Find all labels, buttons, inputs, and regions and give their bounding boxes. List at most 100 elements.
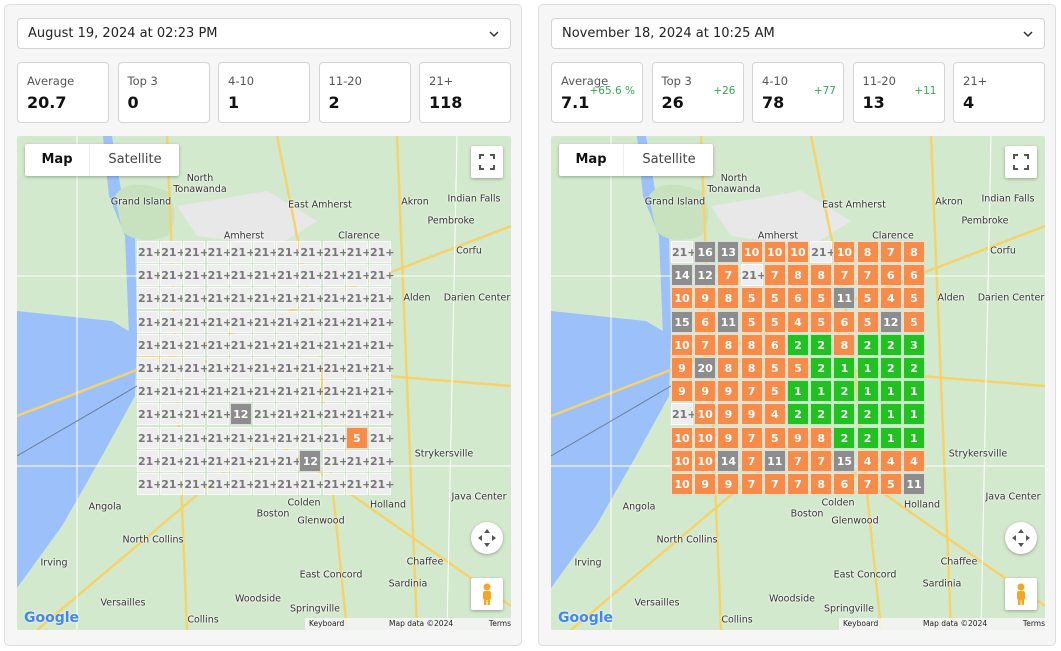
place-label: Irving [574, 557, 602, 569]
place-label: Springville [289, 603, 341, 615]
rank-cell: 5 [903, 310, 925, 333]
rank-cell: 4 [787, 310, 809, 333]
footer-link[interactable]: Terms [488, 619, 511, 628]
place-label: Pembroke [961, 215, 1009, 227]
stat-value: 1 [228, 93, 240, 112]
rank-cell: 1 [903, 403, 925, 426]
satellite-button[interactable]: Satellite [89, 144, 180, 176]
rank-cell: 21+ [369, 380, 395, 403]
pegman[interactable] [1005, 578, 1037, 610]
rank-cell: 8 [740, 357, 763, 379]
rank-cell: 21+ [160, 287, 186, 310]
fullscreen-button[interactable] [471, 146, 503, 178]
place-label: North Collins [656, 534, 718, 546]
rank-cell: 21+ [299, 333, 325, 356]
place-label: Darien Center [443, 292, 511, 304]
stat-value: 78 [762, 93, 785, 112]
rank-cell: 2 [833, 426, 856, 449]
rank-cell: 21+ [183, 449, 209, 472]
rank-cell: 1 [833, 357, 856, 379]
rank-cell: 21+ [299, 380, 325, 403]
fullscreen-button[interactable] [1005, 146, 1037, 178]
footer-link[interactable]: Terms [1022, 619, 1045, 628]
rank-cell: 14 [671, 264, 693, 287]
rank-cell: 10 [740, 241, 763, 263]
map-button[interactable]: Map [41, 152, 73, 167]
rank-cell: 2 [879, 333, 902, 356]
footer-link: Map data ©2024 Google [923, 619, 988, 628]
place-label: Boston [790, 508, 824, 520]
fullscreen-icon [479, 154, 495, 170]
rank-cell: 21+ [253, 333, 279, 356]
camera-control[interactable] [1005, 522, 1037, 554]
rank-cell: 7 [740, 380, 763, 403]
rank-cell: 6 [833, 310, 856, 333]
rank-cell: 21+ [369, 426, 395, 449]
place-label: Collins [187, 614, 219, 626]
rank-cell: 21+ [276, 357, 302, 379]
stat-value: 26 [661, 93, 684, 112]
place-label: Strykersville [948, 448, 1008, 460]
stat-card: 11-20 2 [318, 62, 411, 123]
rank-cell: 10 [833, 241, 856, 263]
rank-cell: 10 [671, 473, 693, 495]
place-label: Akron [935, 196, 963, 208]
footer-link[interactable]: Keyboard shortcuts [843, 619, 879, 628]
camera-control[interactable] [471, 522, 503, 554]
rank-cell: 21+ [276, 380, 302, 403]
rank-cell: 6 [833, 473, 856, 495]
stat-card: 11-20 13 +11 [852, 62, 945, 123]
rank-cell: 21+ [137, 241, 163, 263]
satellite-button[interactable]: Satellite [623, 144, 714, 176]
rank-cell: 21+ [322, 357, 348, 379]
place-label: North Tonawanda [173, 173, 227, 195]
rank-cell: 21+ [345, 380, 371, 403]
footer-link[interactable]: Keyboard shortcuts [309, 619, 345, 628]
rank-cell: 12 [879, 310, 902, 333]
stat-delta: +26 [713, 85, 736, 97]
rank-cell: 7 [856, 264, 879, 287]
place-label: North Tonawanda [707, 173, 761, 195]
rank-cell: 1 [903, 380, 925, 403]
rank-cell: 21+ [229, 310, 255, 333]
rank-cell: 8 [856, 241, 879, 263]
rank-cell: 8 [740, 333, 763, 356]
rank-cell: 21+ [137, 264, 163, 287]
place-label: Angola [88, 501, 122, 513]
rank-cell: 21+ [160, 310, 186, 333]
rank-cell: 16 [694, 241, 717, 263]
rank-cell: 1 [903, 426, 925, 449]
rank-cell: 21+ [345, 264, 371, 287]
rank-cell: 21+ [276, 473, 302, 495]
stat-card: 4-10 1 [218, 62, 310, 123]
rank-cell: 9 [717, 473, 740, 495]
pegman[interactable] [471, 578, 503, 610]
rank-cell: 10 [694, 403, 717, 426]
place-label: Chaffee [406, 556, 444, 568]
rank-cell: 21+ [322, 473, 348, 495]
rank-cell: 21+ [671, 403, 697, 426]
rank-cell: 21+ [299, 403, 325, 426]
stat-label: Top 3 [661, 74, 692, 88]
rank-cell: 6 [903, 264, 925, 287]
date-select[interactable]: August 19, 2024 at 02:23 PM [17, 18, 511, 49]
stat-value: 118 [429, 93, 463, 112]
rank-cell: 2 [810, 403, 833, 426]
rank-cell: 9 [694, 287, 717, 310]
stat-label: 4-10 [762, 74, 789, 88]
fullscreen-icon [1013, 154, 1029, 170]
rank-cell: 21+ [369, 287, 395, 310]
rank-cell: 21+ [160, 473, 186, 495]
date-select[interactable]: November 18, 2024 at 10:25 AM [551, 18, 1045, 49]
rank-cell: 1 [879, 403, 902, 426]
place-label: Strykersville [414, 448, 474, 460]
map: North Tonawanda Grand Island Amherst East A… [551, 136, 1045, 630]
rank-cell: 4 [763, 403, 786, 426]
rank-cell: 5 [740, 287, 763, 310]
rank-cell: 2 [787, 403, 809, 426]
rank-cell: 21+ [253, 264, 279, 287]
rank-cell: 5 [810, 310, 833, 333]
rank-cell: 10 [763, 241, 786, 263]
rank-cell: 21+ [345, 449, 371, 472]
map-button[interactable]: Map [575, 152, 607, 167]
